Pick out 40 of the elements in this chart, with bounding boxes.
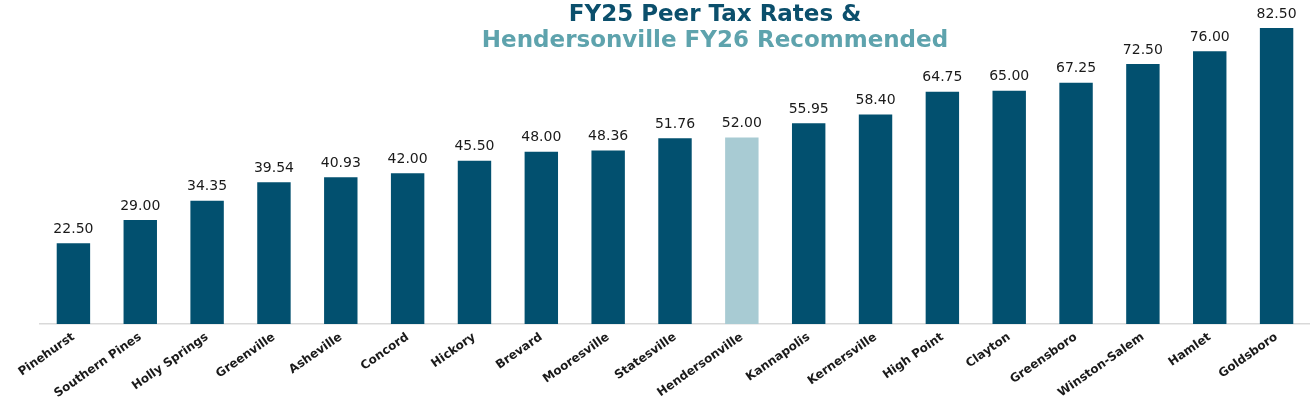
bar (1059, 82, 1093, 324)
data-label: 52.00 (721, 114, 762, 131)
data-label: 65.00 (989, 67, 1030, 84)
chart-subtitle: Hendersonville FY26 Recommended (481, 26, 949, 52)
bar (858, 114, 893, 324)
bar (658, 138, 692, 324)
bar (457, 160, 492, 324)
bar (1193, 51, 1227, 324)
bar (56, 243, 91, 324)
data-label: 58.40 (855, 91, 896, 108)
bar (791, 123, 826, 324)
data-label: 76.00 (1189, 27, 1230, 44)
data-label: 39.54 (253, 158, 295, 175)
bar (591, 150, 625, 324)
data-label: 29.00 (120, 196, 161, 213)
data-label: 48.36 (588, 127, 629, 144)
bar (992, 90, 1026, 324)
chart-title: FY25 Peer Tax Rates & (568, 0, 862, 26)
data-label: 42.00 (387, 149, 428, 166)
bar (190, 200, 224, 324)
bar (925, 91, 960, 324)
data-label: 72.50 (1122, 40, 1163, 57)
data-label: 51.76 (654, 114, 696, 131)
data-label: 40.93 (320, 153, 361, 170)
data-label: 48.00 (521, 128, 562, 145)
bar (390, 173, 425, 324)
data-label: 45.50 (454, 137, 495, 154)
data-label: 67.25 (1056, 59, 1097, 76)
data-label: 82.50 (1256, 4, 1297, 21)
bar (524, 151, 559, 324)
data-label: 64.75 (922, 68, 963, 85)
bar (324, 177, 358, 324)
bar (257, 182, 291, 324)
bar (1259, 28, 1294, 324)
data-label: 34.35 (187, 177, 228, 194)
data-label: 55.95 (788, 99, 829, 116)
bar (725, 137, 759, 324)
data-label: 22.50 (53, 219, 94, 236)
bar (123, 219, 157, 324)
bar (1126, 63, 1160, 324)
